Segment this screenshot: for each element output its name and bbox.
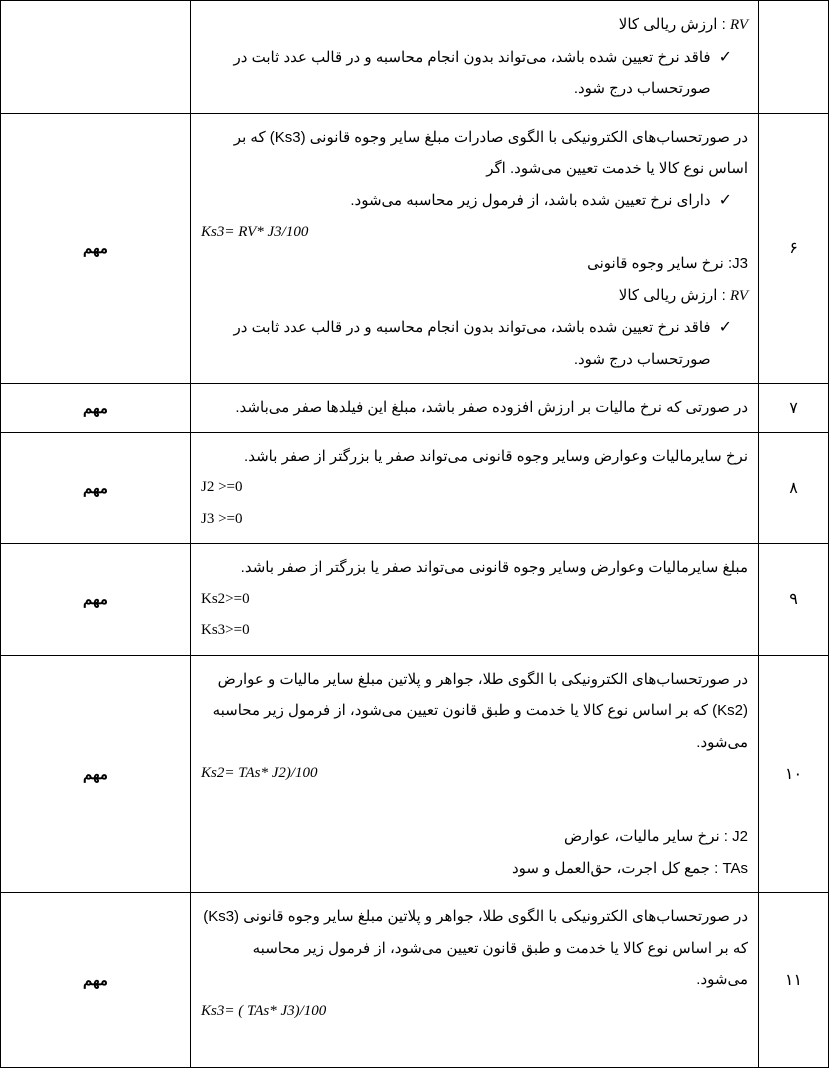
desc-text: در صورتحساب‌های الکترونیکی با الگوی طلا،… — [201, 901, 748, 996]
code-line: J2 >=0 — [201, 472, 748, 504]
desc-text: در صورتی که نرخ مالیات بر ارزش افزوده صف… — [201, 392, 748, 424]
j3-label: J3: نرخ سایر وجوه قانونی — [201, 248, 748, 280]
row-note: مهم — [1, 893, 191, 1068]
table-row: ۸ نرخ سایرمالیات وعوارض وسایر وجوه قانون… — [1, 432, 829, 544]
check-icon: ✓ — [719, 312, 732, 344]
row-description: در صورتحساب‌های الکترونیکی با الگوی طلا،… — [191, 655, 759, 893]
rv-text: : ارزش ریالی کالا — [619, 16, 726, 33]
code-line: Ks3>=0 — [201, 615, 748, 647]
row-number: ۹ — [759, 544, 829, 656]
row-description: در صورتی که نرخ مالیات بر ارزش افزوده صف… — [191, 384, 759, 433]
formula: Ks3= ( TAs* J3)/100 — [201, 996, 748, 1028]
table-row: ۶ در صورتحساب‌های الکترونیکی با الگوی صا… — [1, 113, 829, 384]
row-note: مهم — [1, 655, 191, 893]
rules-table: RV : ارزش ریالی کالا ✓ فاقد نرخ تعیین شد… — [0, 0, 829, 1068]
row-number: ۱۱ — [759, 893, 829, 1068]
table-row: ۹ مبلغ سایرمالیات وعوارض وسایر وجوه قانو… — [1, 544, 829, 656]
formula: Ks2= TAs* J2)/100 — [201, 758, 748, 790]
row-description: نرخ سایرمالیات وعوارض وسایر وجوه قانونی … — [191, 432, 759, 544]
table-row: ۱۰ در صورتحساب‌های الکترونیکی با الگوی ط… — [1, 655, 829, 893]
check-icon: ✓ — [719, 42, 732, 74]
check-item: ✓ فاقد نرخ تعیین شده باشد، می‌تواند بدون… — [201, 312, 748, 375]
check-text: فاقد نرخ تعیین شده باشد، می‌تواند بدون ا… — [201, 42, 711, 105]
rv-text: : ارزش ریالی کالا — [619, 287, 726, 304]
row-description: در صورتحساب‌های الکترونیکی با الگوی صادر… — [191, 113, 759, 384]
row-number: ۸ — [759, 432, 829, 544]
row-number — [759, 1, 829, 114]
desc-text: در صورتحساب‌های الکترونیکی با الگوی طلا،… — [201, 664, 748, 759]
tas-label: TAs : جمع کل اجرت، حق‌العمل و سود — [201, 853, 748, 885]
row-number: ۱۰ — [759, 655, 829, 893]
row-number: ۶ — [759, 113, 829, 384]
row-note — [1, 1, 191, 114]
row-note: مهم — [1, 113, 191, 384]
desc-text: مبلغ سایرمالیات وعوارض وسایر وجوه قانونی… — [201, 552, 748, 584]
row-note: مهم — [1, 384, 191, 433]
check-text: دارای نرخ تعیین شده باشد، از فرمول زیر م… — [350, 185, 710, 217]
check-item: ✓ فاقد نرخ تعیین شده باشد، می‌تواند بدون… — [201, 42, 748, 105]
check-item: ✓ دارای نرخ تعیین شده باشد، از فرمول زیر… — [201, 185, 748, 217]
table-row: RV : ارزش ریالی کالا ✓ فاقد نرخ تعیین شد… — [1, 1, 829, 114]
row-number: ۷ — [759, 384, 829, 433]
table-row: ۱۱ در صورتحساب‌های الکترونیکی با الگوی ط… — [1, 893, 829, 1068]
desc-text: در صورتحساب‌های الکترونیکی با الگوی صادر… — [201, 122, 748, 185]
row-description: در صورتحساب‌های الکترونیکی با الگوی طلا،… — [191, 893, 759, 1068]
check-text: فاقد نرخ تعیین شده باشد، می‌تواند بدون ا… — [201, 312, 711, 375]
rv-prefix: RV — [730, 288, 748, 304]
check-icon: ✓ — [719, 185, 732, 217]
row-note: مهم — [1, 432, 191, 544]
desc-text: نرخ سایرمالیات وعوارض وسایر وجوه قانونی … — [201, 441, 748, 473]
code-line: Ks2>=0 — [201, 584, 748, 616]
table-row: ۷ در صورتی که نرخ مالیات بر ارزش افزوده … — [1, 384, 829, 433]
formula: Ks3= RV* J3/100 — [201, 217, 748, 249]
row-note: مهم — [1, 544, 191, 656]
rv-prefix: RV — [730, 17, 748, 33]
j2-label: J2 : نرخ سایر مالیات، عوارض — [201, 821, 748, 853]
code-line: J3 >=0 — [201, 504, 748, 536]
row-description: مبلغ سایرمالیات وعوارض وسایر وجوه قانونی… — [191, 544, 759, 656]
row-description: RV : ارزش ریالی کالا ✓ فاقد نرخ تعیین شد… — [191, 1, 759, 114]
